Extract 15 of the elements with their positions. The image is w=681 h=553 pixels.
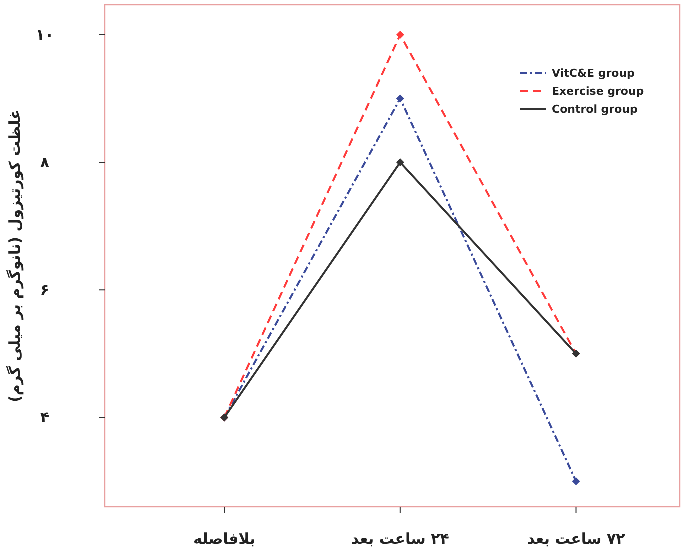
point [572,477,580,486]
point [396,158,404,167]
legend-label: Control group [552,103,638,116]
y-tick-label: ۶ [40,281,50,300]
y-tick-label: ۴ [40,408,50,427]
legend-label: VitC&E group [552,67,636,80]
y-axis-title: غلظت کورتیزول (نانوگرم بر میلی گرم) [6,110,24,402]
legend-label: Exercise group [552,85,644,98]
x-tick-label: بلافاصله [193,530,256,548]
x-tick-label: ۷۲ ساعت بعد [527,530,626,548]
y-tick-label: ۱۰ [36,26,54,44]
point [396,94,404,103]
y-tick-label: ۸ [40,154,50,172]
x-tick-label: ۲۴ ساعت بعد [351,530,450,548]
point [396,30,404,39]
